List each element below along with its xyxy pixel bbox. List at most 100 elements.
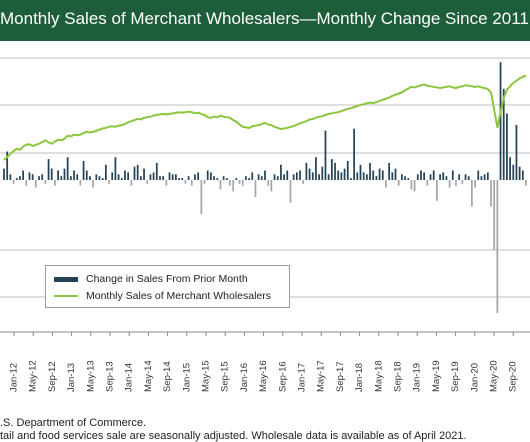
- x-tick-label: Jan-13: [66, 363, 77, 392]
- bar: [69, 176, 72, 180]
- bar: [12, 180, 15, 184]
- bar: [496, 180, 499, 313]
- bar: [165, 180, 168, 186]
- bar: [388, 162, 391, 180]
- x-tick-label: May-12: [28, 360, 39, 392]
- x-tick-label: Jan-16: [239, 363, 250, 392]
- bar: [89, 176, 91, 180]
- x-tick-label: May-18: [373, 360, 384, 392]
- bar: [76, 174, 79, 180]
- x-tick-label: May-14: [143, 360, 154, 392]
- x-tick-label: Jan-18: [354, 363, 365, 392]
- bar: [152, 172, 155, 180]
- bar: [464, 174, 467, 180]
- bar: [340, 172, 343, 180]
- bar: [6, 151, 9, 180]
- bar: [159, 176, 161, 180]
- bar: [448, 180, 451, 188]
- x-tick-label: Sep-19: [450, 361, 461, 392]
- bar: [426, 180, 429, 186]
- bar: [483, 174, 486, 180]
- bar: [486, 172, 489, 180]
- bar: [356, 172, 359, 180]
- x-tick-label: May-15: [201, 360, 212, 392]
- bar: [28, 172, 31, 180]
- bar: [181, 178, 184, 180]
- bar: [175, 174, 177, 180]
- bar-series: [3, 62, 527, 313]
- bar: [474, 180, 476, 188]
- bar: [187, 176, 190, 180]
- bar: [3, 168, 5, 180]
- x-tick-label: Jan-17: [297, 363, 308, 392]
- bar: [455, 180, 457, 186]
- sales-line: [3, 74, 527, 161]
- bar: [222, 176, 225, 180]
- data-note-footnote: tail and food services sale are seasonal…: [0, 430, 467, 442]
- bar: [324, 130, 327, 180]
- bar: [490, 180, 492, 207]
- bar: [378, 168, 381, 180]
- bar: [241, 180, 244, 186]
- bar: [254, 180, 257, 198]
- x-tick-label: Sep-20: [508, 361, 519, 392]
- bar: [139, 176, 142, 180]
- bar: [413, 180, 416, 192]
- bar: [260, 176, 263, 180]
- x-tick-label: Jan-12: [9, 363, 20, 392]
- bar: [38, 176, 40, 180]
- bar: [350, 178, 352, 180]
- bar: [127, 172, 130, 180]
- bar: [381, 170, 384, 180]
- bar: [416, 174, 419, 180]
- bar: [47, 159, 50, 180]
- bar: [184, 180, 187, 184]
- bar: [276, 176, 279, 180]
- x-tick-label: Jan-20: [469, 363, 480, 392]
- bar: [251, 172, 254, 180]
- bar: [238, 180, 241, 184]
- bar: [302, 180, 305, 184]
- bar: [512, 164, 515, 180]
- chart-title: Monthly Sales of Merchant Wholesalers—Mo…: [0, 9, 529, 28]
- chart-title-bar: Monthly Sales of Merchant Wholesalers—Mo…: [0, 0, 530, 41]
- bar: [143, 168, 145, 180]
- x-tick-label: Sep-18: [393, 361, 404, 392]
- bar: [480, 176, 483, 180]
- bar: [34, 180, 37, 188]
- legend-label-line: Monthly Sales of Merchant Wholesalers: [86, 290, 271, 302]
- bar: [280, 164, 282, 180]
- bar: [146, 180, 149, 184]
- bar: [245, 176, 247, 180]
- bar: [92, 180, 94, 188]
- line-series: [3, 74, 527, 161]
- bar: [343, 168, 346, 180]
- bar: [432, 170, 435, 180]
- bar: [114, 157, 117, 180]
- bar: [289, 180, 292, 203]
- source-footnote: .S. Department of Commerce.: [0, 417, 147, 429]
- bar: [44, 180, 47, 184]
- bar: [219, 180, 222, 190]
- legend-item-bars: Change in Sales From Prior Month: [54, 272, 248, 286]
- legend-swatch-bars: [54, 276, 78, 282]
- bar: [264, 170, 266, 180]
- bar: [85, 170, 88, 180]
- bar: [155, 162, 158, 180]
- bar: [101, 178, 104, 180]
- bar: [22, 170, 24, 180]
- bar: [420, 170, 422, 180]
- bar: [292, 174, 295, 180]
- x-tick-label: Sep-16: [277, 361, 288, 392]
- bar: [60, 176, 63, 180]
- bar: [515, 124, 518, 180]
- bar: [225, 178, 228, 180]
- bar: [130, 180, 133, 186]
- x-tick-label: Sep-12: [47, 361, 58, 392]
- bar: [334, 162, 336, 180]
- x-tick-label: May-16: [258, 360, 269, 392]
- bar: [493, 180, 496, 251]
- bar: [25, 180, 28, 186]
- bar: [442, 172, 445, 180]
- bar: [391, 172, 394, 180]
